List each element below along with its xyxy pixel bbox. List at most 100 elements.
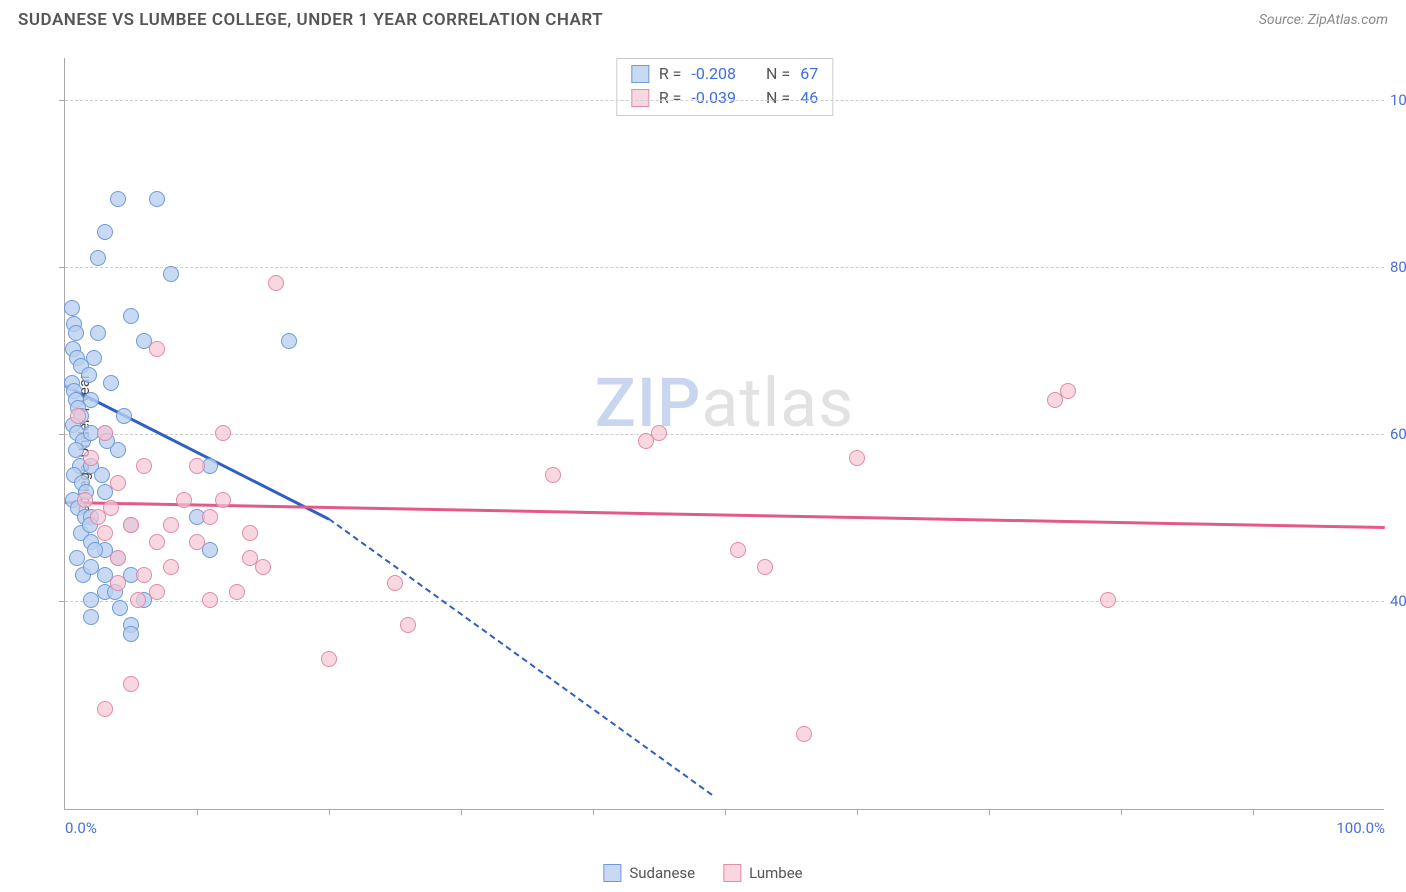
data-point: [97, 701, 113, 717]
data-point: [796, 726, 812, 742]
data-point: [110, 550, 126, 566]
data-point: [83, 592, 99, 608]
stats-row: R = -0.208 N = 67: [631, 62, 818, 86]
gridline-h: [65, 267, 1384, 268]
data-point: [268, 275, 284, 291]
n-value: 67: [800, 62, 818, 86]
data-point: [281, 333, 297, 349]
legend-label: Lumbee: [749, 864, 803, 882]
trend-line-extrapolated: [328, 518, 712, 795]
gridline-h: [65, 434, 1384, 435]
data-point: [90, 509, 106, 525]
data-point: [730, 542, 746, 558]
data-point: [68, 325, 84, 341]
data-point: [215, 492, 231, 508]
data-point: [849, 450, 865, 466]
data-point: [130, 592, 146, 608]
data-point: [70, 408, 86, 424]
correlation-stats-box: R = -0.208 N = 67R = -0.039N = 46: [616, 58, 833, 116]
data-point: [123, 308, 139, 324]
r-label: R =: [659, 86, 682, 110]
data-point: [69, 550, 85, 566]
y-tick: [59, 100, 65, 101]
y-tick-label: 100.0%: [1390, 91, 1406, 109]
n-label: N =: [766, 62, 790, 86]
data-point: [83, 450, 99, 466]
data-point: [123, 676, 139, 692]
data-point: [202, 509, 218, 525]
x-tick-label: 0.0%: [65, 819, 97, 837]
trend-line: [64, 384, 329, 520]
data-point: [116, 408, 132, 424]
data-point: [757, 559, 773, 575]
data-point: [149, 341, 165, 357]
data-point: [387, 575, 403, 591]
data-point: [136, 458, 152, 474]
legend-item: Lumbee: [723, 864, 803, 882]
data-point: [97, 525, 113, 541]
y-tick: [59, 601, 65, 602]
data-point: [136, 567, 152, 583]
data-point: [242, 525, 258, 541]
data-point: [189, 458, 205, 474]
y-tick: [59, 434, 65, 435]
data-point: [1060, 383, 1076, 399]
data-point: [64, 300, 80, 316]
legend-item: Sudanese: [603, 864, 695, 882]
x-tick: [461, 809, 462, 815]
chart-title: SUDANESE VS LUMBEE COLLEGE, UNDER 1 YEAR…: [18, 10, 603, 30]
data-point: [163, 559, 179, 575]
x-tick: [1253, 809, 1254, 815]
data-point: [110, 191, 126, 207]
trend-line: [65, 501, 1385, 529]
data-point: [123, 626, 139, 642]
stats-row: R = -0.039N = 46: [631, 86, 818, 110]
data-point: [87, 542, 103, 558]
data-point: [97, 425, 113, 441]
x-tick-label: 100.0%: [1336, 819, 1385, 837]
gridline-h: [65, 601, 1384, 602]
data-point: [68, 442, 84, 458]
legend-swatch: [603, 864, 621, 882]
y-tick: [59, 267, 65, 268]
r-label: R =: [659, 62, 682, 86]
data-point: [77, 492, 93, 508]
data-point: [202, 542, 218, 558]
data-point: [255, 559, 271, 575]
data-point: [651, 425, 667, 441]
chart-container: College, Under 1 year ZIPatlas R = -0.20…: [18, 44, 1388, 844]
data-point: [110, 475, 126, 491]
data-point: [112, 600, 128, 616]
data-point: [1100, 592, 1116, 608]
legend-swatch: [631, 65, 649, 83]
x-tick: [857, 809, 858, 815]
legend-swatch: [631, 89, 649, 107]
n-value: 46: [800, 86, 818, 110]
data-point: [163, 266, 179, 282]
data-point: [83, 559, 99, 575]
x-tick: [593, 809, 594, 815]
data-point: [229, 584, 245, 600]
data-point: [97, 224, 113, 240]
r-value: -0.208: [691, 62, 736, 86]
legend-swatch: [723, 864, 741, 882]
gridline-h: [65, 100, 1384, 101]
data-point: [202, 592, 218, 608]
data-point: [81, 367, 97, 383]
data-point: [123, 517, 139, 533]
n-label: N =: [766, 86, 790, 110]
data-point: [545, 467, 561, 483]
x-tick: [725, 809, 726, 815]
data-point: [176, 492, 192, 508]
data-point: [94, 467, 110, 483]
x-tick: [197, 809, 198, 815]
data-point: [163, 517, 179, 533]
data-point: [90, 325, 106, 341]
x-tick: [1121, 809, 1122, 815]
data-point: [321, 651, 337, 667]
data-point: [110, 575, 126, 591]
legend-label: Sudanese: [629, 864, 695, 882]
data-point: [189, 534, 205, 550]
x-tick: [329, 809, 330, 815]
y-tick-label: 60.0%: [1390, 425, 1406, 443]
